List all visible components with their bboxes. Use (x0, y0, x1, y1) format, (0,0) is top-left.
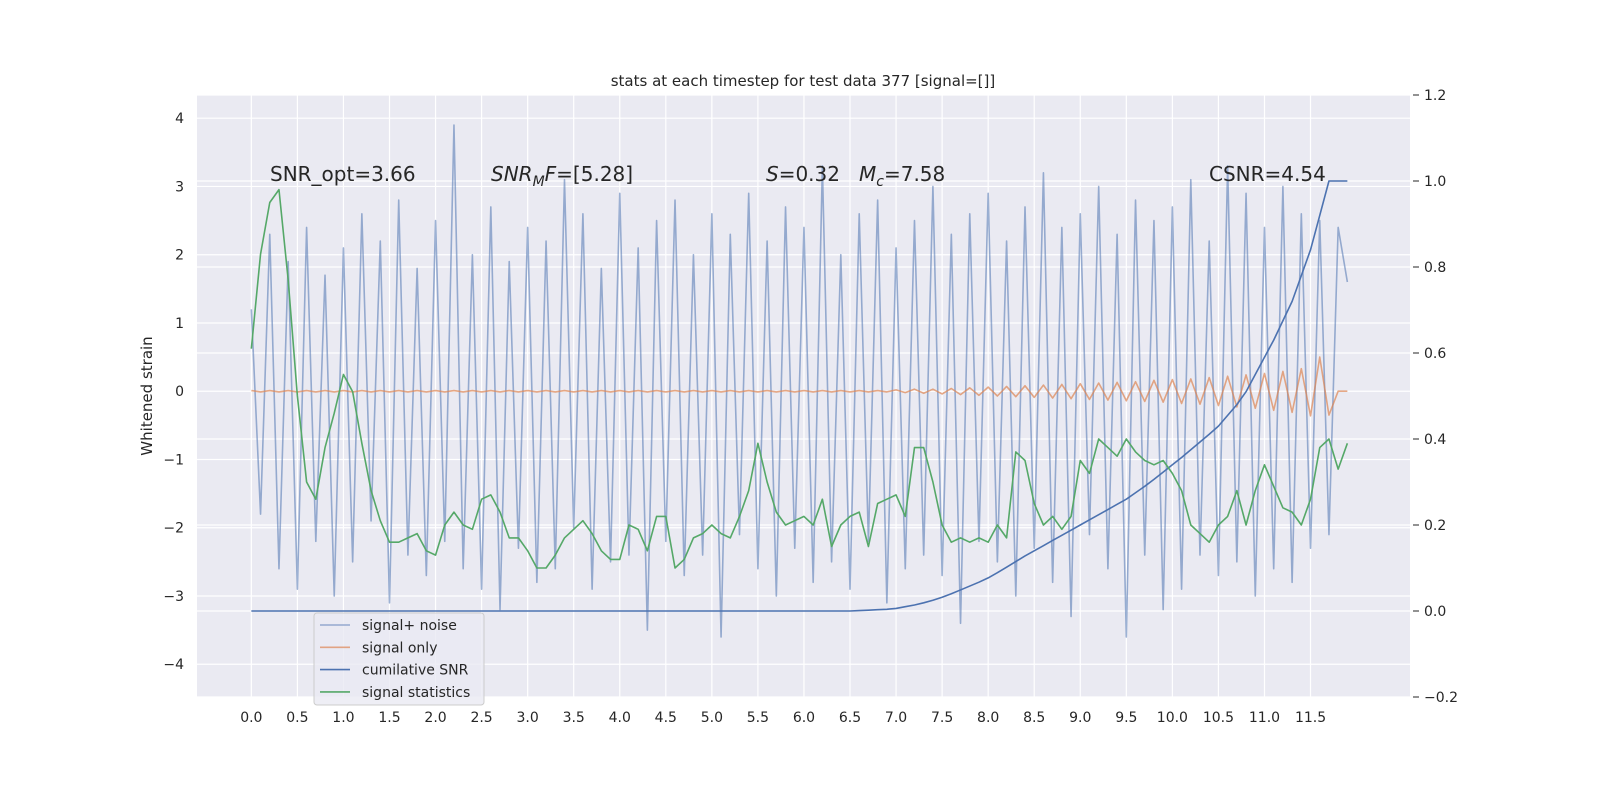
x-tick-label: 4.0 (609, 710, 631, 726)
x-tick-label: 5.0 (701, 710, 723, 726)
y-tick-label: −3 (163, 589, 184, 605)
x-tick-label: 4.5 (655, 710, 677, 726)
x-tick-label: 7.0 (885, 710, 907, 726)
legend-label: cumilative SNR (362, 663, 469, 679)
y2-tick-label: 1.0 (1424, 174, 1446, 190)
annotation-part: =7.58 (884, 162, 945, 186)
annotation: S=0.32 (766, 162, 840, 186)
y2-tick-label: 0.0 (1424, 604, 1446, 620)
series-line (250, 124, 1349, 638)
annotation-part: SNR_opt=3.66 (270, 162, 416, 186)
legend-box (313, 612, 485, 706)
chart-title: stats at each timestep for test data 377… (611, 72, 996, 90)
legend-label: signal+ noise (362, 618, 457, 634)
x-tick-label: 10.5 (1203, 710, 1234, 726)
annotation-part: =0.32 (779, 162, 840, 186)
y-tick-label: 0 (175, 384, 184, 400)
y-tick-label: 3 (175, 179, 184, 195)
x-tick-label: 6.5 (839, 710, 861, 726)
marks (250, 124, 1349, 638)
x-tick-label: 10.0 (1157, 710, 1188, 726)
x-tick-label: 8.5 (1023, 710, 1045, 726)
x-tick-label: 3.5 (563, 710, 585, 726)
x-tick-label: 9.5 (1115, 710, 1137, 726)
x-tick-label: 2.5 (470, 710, 492, 726)
annotation: SNR_opt=3.66 (270, 162, 416, 186)
y-tick-label: −1 (163, 452, 184, 468)
y2-tick-label: 0.8 (1424, 260, 1446, 276)
x-tick-label: 3.0 (517, 710, 539, 726)
x-tick-label: 9.0 (1069, 710, 1091, 726)
y2-tick-label: 0.4 (1424, 432, 1446, 448)
x-tick-label: 8.0 (977, 710, 999, 726)
y2-tick-label: 0.2 (1424, 518, 1446, 534)
annotation: Mc=7.58 (859, 162, 945, 190)
y-tick-label: 4 (175, 111, 184, 127)
annotation-part: M (859, 162, 876, 186)
x-tick-label: 1.0 (332, 710, 354, 726)
annotation-part: S (766, 162, 779, 186)
y-tick-label: −2 (163, 521, 184, 537)
x-tick-label: 0.0 (240, 710, 262, 726)
y-tick-label: −4 (163, 657, 184, 673)
annotation-part: CSNR=4.54 (1209, 162, 1326, 186)
legend: signal+ noise signal only cumilative SNR si… (313, 612, 485, 706)
y2-tick-label: 1.2 (1424, 88, 1446, 104)
annotation-part: M (533, 174, 545, 190)
annotation-part: c (876, 174, 884, 190)
legend-label: signal statistics (362, 685, 470, 701)
legend-label: signal only (362, 640, 437, 656)
series-line (251, 356, 1348, 417)
x-tick-label: 11.0 (1249, 710, 1280, 726)
annotation: CSNR=4.54 (1209, 162, 1326, 186)
x-tick-label: 1.5 (378, 710, 400, 726)
annotation-part: F (545, 162, 557, 186)
x-tick-label: 2.0 (424, 710, 446, 726)
x-tick-label: 7.5 (931, 710, 953, 726)
annotation-part: SNR (491, 162, 533, 186)
annotation: SNRMF=[5.28] (491, 162, 633, 190)
y-axis-label: Whitened strain (138, 336, 156, 455)
y-tick-label: 2 (175, 248, 184, 264)
series-line (251, 180, 1348, 612)
x-tick-label: 0.5 (286, 710, 308, 726)
y2-tick-label: 0.6 (1424, 346, 1446, 362)
x-tick-label: 11.5 (1295, 710, 1326, 726)
annotation-part: =[5.28] (556, 162, 633, 186)
series-line (250, 188, 1349, 569)
x-tick-label: 6.0 (793, 710, 815, 726)
y-tick-label: 1 (175, 316, 184, 332)
y2-tick-label: −0.2 (1424, 690, 1458, 706)
x-tick-label: 5.5 (747, 710, 769, 726)
